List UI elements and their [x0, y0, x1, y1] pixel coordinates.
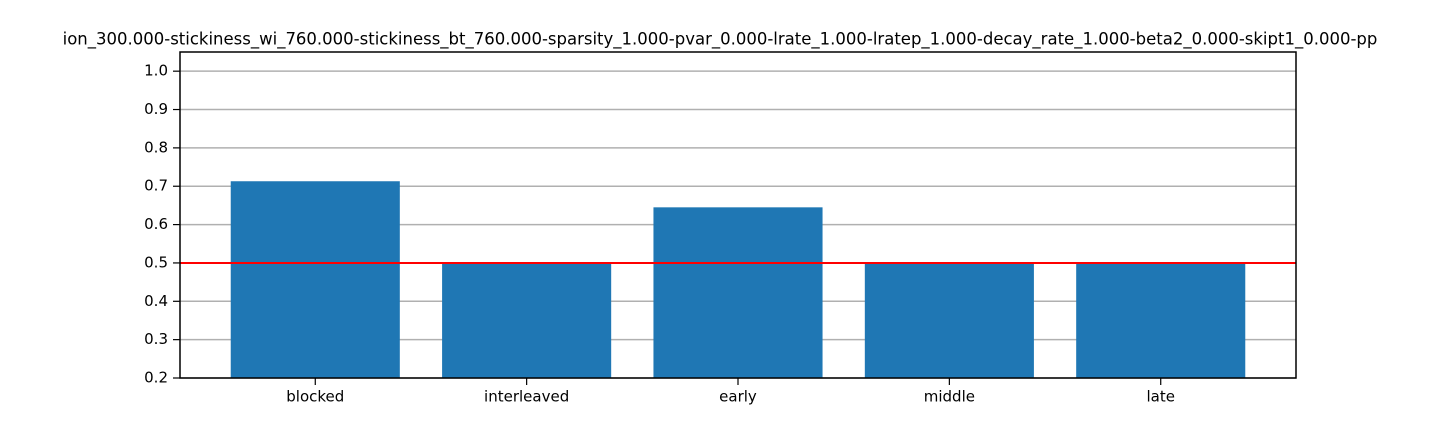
plot-frame [179, 51, 1297, 379]
y-tick-label: 0.5 [144, 253, 168, 271]
y-tick-label: 0.7 [144, 177, 168, 195]
bar [442, 262, 612, 378]
bar [653, 207, 823, 378]
y-tick-label: 0.8 [144, 138, 168, 156]
y-tick-label: 0.6 [144, 215, 168, 233]
chart-title: ion_300.000-stickiness_wi_760.000-sticki… [63, 30, 1378, 50]
x-tick-label: early [719, 388, 757, 406]
bar [230, 181, 400, 378]
y-tick-label: 1.0 [144, 62, 168, 80]
x-tick-label: middle [924, 388, 975, 406]
y-tick-label: 0.2 [144, 369, 168, 387]
bar [864, 262, 1034, 378]
x-tick-label: interleaved [484, 388, 569, 406]
y-tick-label: 0.9 [144, 100, 168, 118]
y-tick-label: 0.3 [144, 330, 168, 348]
y-tick-label: 0.4 [144, 292, 168, 310]
x-tick-label: blocked [286, 388, 344, 406]
bar [1076, 262, 1246, 378]
x-tick-label: late [1146, 388, 1174, 406]
